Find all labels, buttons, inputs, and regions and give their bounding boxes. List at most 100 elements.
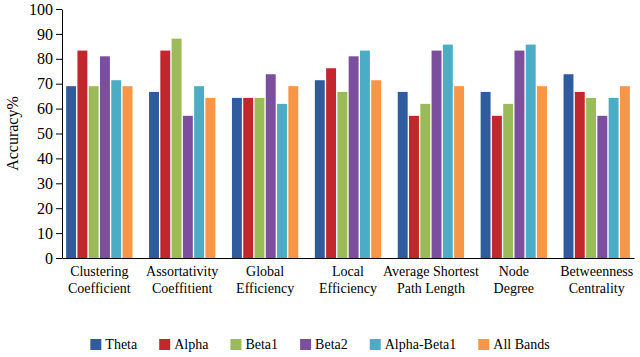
- bar-series: [77, 51, 584, 258]
- bar: [66, 86, 76, 258]
- y-tick-label: 20: [37, 200, 53, 217]
- bar: [398, 92, 408, 258]
- y-axis-title: Accuracy%: [4, 96, 22, 171]
- legend-item: Alpha: [159, 337, 209, 352]
- bar: [503, 104, 513, 258]
- y-tick: 20: [37, 200, 62, 217]
- chart: 0 10 20 30 40 50 60 70 80 90 100 ClusteringCoeffici…: [0, 0, 640, 357]
- bar: [160, 51, 170, 258]
- x-tick: ClusteringCoefficient: [68, 258, 131, 296]
- y-tick-mark: [56, 258, 62, 259]
- legend: Theta Alpha Beta1 Beta2 Alpha-Beta1 All Bands: [90, 337, 549, 352]
- y-tick-mark: [56, 158, 62, 159]
- bar: [77, 51, 87, 258]
- legend-swatch: [370, 339, 381, 350]
- y-tick: 0: [45, 250, 62, 267]
- y-tick-label: 70: [37, 75, 53, 92]
- x-tick: Assortativity Coeffitient: [146, 258, 218, 296]
- bar: [371, 80, 381, 258]
- legend-swatch: [300, 339, 311, 350]
- x-tick: NodeDegree: [494, 258, 534, 296]
- bar: [620, 86, 630, 258]
- bar: [432, 51, 442, 258]
- x-tick-label: BetweennessCentrality: [560, 264, 633, 295]
- x-tick-label-line: Local: [332, 264, 364, 279]
- x-tick-label: Assortativity Coeffitient: [146, 264, 218, 295]
- bar: [481, 92, 491, 258]
- bar: [326, 68, 336, 258]
- bar: [111, 80, 121, 258]
- legend-item: Theta: [90, 337, 138, 352]
- bar: [514, 51, 524, 258]
- y-tick-label: 100: [29, 1, 53, 18]
- x-tick-label-line: Path Length: [397, 281, 465, 296]
- y-tick: 50: [37, 125, 62, 142]
- bar: [277, 104, 287, 258]
- bar: [537, 86, 547, 258]
- bar-series: [123, 80, 630, 258]
- y-tick-label: 60: [37, 100, 53, 117]
- x-tick: Average Shortest Path Length: [383, 258, 479, 296]
- x-tick-label-line: Centrality: [569, 281, 625, 296]
- bar: [172, 39, 182, 258]
- bar: [205, 98, 215, 258]
- legend-item: Alpha-Beta1: [370, 337, 457, 352]
- legend-swatch: [230, 339, 241, 350]
- y-tick-label: 90: [37, 26, 53, 43]
- bar: [123, 86, 133, 258]
- legend-item: Beta1: [230, 337, 278, 352]
- bar: [597, 116, 607, 258]
- x-axis-line: [63, 258, 635, 259]
- x-tick: LocalEfficiency: [319, 258, 377, 296]
- y-tick: 60: [37, 100, 62, 117]
- y-tick: 10: [37, 225, 62, 242]
- legend-label: Theta: [105, 337, 138, 352]
- x-tick-label: GlobalEfficiency: [236, 264, 294, 295]
- bar: [194, 86, 204, 258]
- y-tick-label: 30: [37, 175, 53, 192]
- x-tick-label: NodeDegree: [494, 264, 534, 295]
- x-tick-label: ClusteringCoefficient: [68, 264, 131, 295]
- bar: [183, 116, 193, 258]
- bar-series: [89, 39, 596, 258]
- y-tick-mark: [56, 9, 62, 10]
- x-tick-label: LocalEfficiency: [319, 264, 377, 295]
- x-axis: ClusteringCoefficient Assortativity Coeffi…: [63, 258, 635, 296]
- bars: [66, 39, 630, 258]
- x-tick-label-line: Average Shortest: [383, 264, 479, 279]
- bar: [609, 98, 619, 258]
- legend-label: Beta1: [245, 337, 278, 352]
- bar: [232, 98, 242, 258]
- bar: [266, 74, 276, 258]
- y-tick-mark: [56, 59, 62, 60]
- y-tick-label: 80: [37, 50, 53, 67]
- y-axis: 0 10 20 30 40 50 60 70 80 90 100: [29, 1, 63, 267]
- y-tick-label: 0: [45, 250, 53, 267]
- y-tick-mark: [56, 34, 62, 35]
- x-tick-label-line: Node: [499, 264, 529, 279]
- y-tick: 40: [37, 150, 62, 167]
- bar: [409, 116, 419, 258]
- legend-item: All Bands: [478, 337, 549, 352]
- y-axis-line: [62, 10, 63, 259]
- x-tick: BetweennessCentrality: [560, 258, 633, 296]
- bar: [564, 74, 574, 258]
- bar: [100, 56, 110, 258]
- legend-label: Beta2: [315, 337, 348, 352]
- legend-swatch: [478, 339, 489, 350]
- y-tick: 70: [37, 75, 62, 92]
- bar: [492, 116, 502, 258]
- bar: [254, 98, 264, 258]
- bar: [149, 92, 159, 258]
- legend-label: Alpha: [174, 337, 209, 352]
- legend-label: All Bands: [493, 337, 549, 352]
- y-tick: 90: [37, 26, 62, 43]
- bar: [443, 45, 453, 258]
- bar: [575, 92, 585, 258]
- x-tick-label-line: Coeffitient: [152, 281, 213, 296]
- y-tick-mark: [56, 208, 62, 209]
- bar: [526, 45, 536, 258]
- x-tick-label-line: Assortativity: [146, 264, 218, 279]
- y-tick-mark: [56, 233, 62, 234]
- x-tick-label-line: Efficiency: [236, 281, 294, 296]
